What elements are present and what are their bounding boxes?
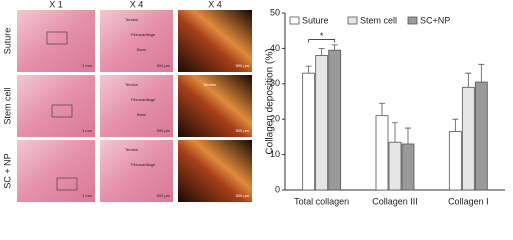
micrograph: [178, 140, 252, 202]
micrograph: [17, 10, 95, 72]
zoom-box: [46, 31, 68, 45]
row-label: Suture: [2, 28, 12, 55]
image-grid: X 1 X 4 X 4 Suture Stem cell SC + NP 1 mm Tendo…: [2, 0, 252, 202]
bar: [302, 72, 316, 191]
column-label: X 1: [49, 0, 63, 9]
bar: [328, 49, 342, 191]
column-label: X 4: [130, 0, 144, 9]
micrograph: [178, 10, 252, 72]
error-bar: [392, 122, 398, 143]
bar: [388, 141, 402, 191]
chart: 0 10 20 30 40 50 Collagen deposition (%) Total …: [265, 7, 505, 206]
tissue-label: Tendon: [125, 147, 138, 152]
error-bar: [405, 127, 411, 144]
tissue-label: Bone: [137, 112, 147, 117]
tissue-label: Tendon: [125, 82, 138, 87]
error-bar: [452, 118, 459, 132]
tissue-label: Tendon: [125, 17, 138, 22]
scale-bar-label: 500 μm: [157, 128, 171, 133]
tissue-label: Tendon: [203, 82, 216, 87]
micrograph: [17, 75, 95, 137]
scale-bar-label: 500 μm: [157, 193, 171, 198]
bar: [448, 131, 462, 191]
y-tick-label: 40: [270, 43, 280, 53]
scale-bar-label: 1 mm: [82, 128, 93, 133]
error-bar: [318, 48, 325, 56]
micrograph: [100, 140, 173, 202]
zoom-box: [56, 177, 78, 191]
y-tick-label: 20: [270, 114, 280, 124]
y-tick-label: 10: [270, 149, 280, 159]
error-bar: [305, 65, 312, 74]
tissue-label: Fibrocartilage: [131, 97, 156, 102]
tissue-label: Fibrocartilage: [131, 162, 156, 167]
scale-bar-label: 500 μm: [236, 193, 250, 198]
legend-swatch: [289, 16, 300, 25]
scale-bar-label: 1 mm: [82, 63, 93, 68]
page: X 1 X 4 X 4 Suture Stem cell SC + NP 1 mm Tendo…: [2, 0, 505, 207]
column-label: X 4: [208, 0, 222, 9]
row-label: SC + NP: [2, 153, 12, 188]
legend-label: Stem cell: [360, 15, 397, 25]
bar: [375, 115, 389, 191]
error-bar: [379, 102, 385, 116]
scale-bar-label: 500 μm: [236, 63, 250, 68]
bar: [401, 143, 415, 191]
y-tick-label: 30: [270, 78, 280, 88]
error-bar: [465, 72, 472, 88]
y-axis-label: Collagen deposition (%): [265, 48, 276, 154]
micrograph: [100, 10, 173, 72]
micrograph: [100, 75, 173, 137]
legend-label: Suture: [302, 15, 329, 25]
error-bar: [331, 44, 338, 51]
row-label: Stem cell: [2, 87, 12, 124]
micrograph: [178, 75, 252, 137]
scale-bar-label: 1 mm: [82, 193, 93, 198]
y-tick-label: 0: [275, 184, 280, 194]
error-bar: [478, 63, 485, 83]
y-tick-label: 50: [270, 7, 280, 17]
tissue-label: Bone: [137, 47, 147, 52]
bar: [474, 81, 488, 191]
significance-label: *: [320, 31, 324, 41]
legend-label: SC+NP: [420, 15, 450, 25]
figure: X 1 X 4 X 4 Suture Stem cell SC + NP 1 mm Tendo…: [2, 0, 505, 206]
tissue-label: Fibrocartilage: [131, 32, 156, 37]
x-tick-label: Total collagen: [294, 196, 349, 206]
x-tick-label: Collagen III: [372, 196, 418, 206]
legend-swatch: [347, 16, 358, 25]
bar: [315, 55, 329, 191]
bar: [461, 86, 475, 191]
legend-swatch: [407, 16, 418, 25]
scale-bar-label: 500 μm: [236, 128, 250, 133]
micrograph: [17, 140, 95, 202]
x-tick-label: Collagen I: [448, 196, 489, 206]
significance-bracket: [308, 39, 336, 43]
scale-bar-label: 500 μm: [157, 63, 171, 68]
zoom-box: [51, 104, 73, 118]
